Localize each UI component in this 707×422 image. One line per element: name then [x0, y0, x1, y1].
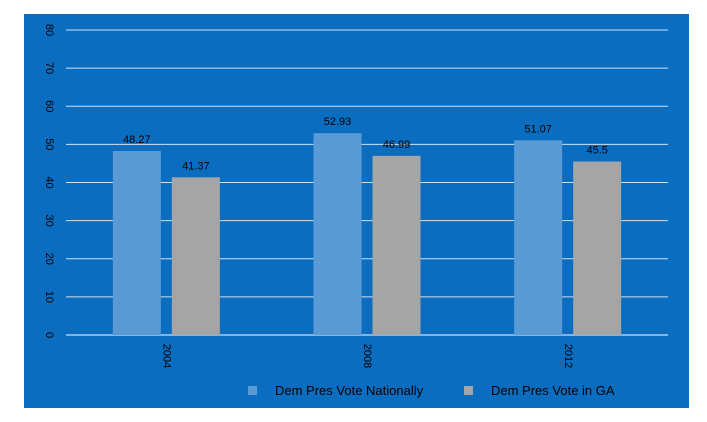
x-category-label-2012: 2012: [562, 344, 574, 368]
chart-panel: 0 10 20 30 40 50 60 70 80 48.27 41.37 2004 52.93 46.9…: [24, 14, 689, 408]
y-tick-label-70: 70: [43, 62, 55, 74]
bar-chart: 0 10 20 30 40 50 60 70 80 48.27 41.37 2004 52.93 46.9…: [43, 24, 668, 398]
x-category-label-2004: 2004: [160, 344, 172, 368]
legend-label-2: Dem Pres Vote in GA: [491, 383, 615, 398]
y-tick-label-20: 20: [43, 253, 55, 265]
y-tick-label-50: 50: [43, 138, 55, 150]
y-tick-label-30: 30: [43, 215, 55, 227]
data-label-2004-series-2: 41.37: [182, 160, 210, 172]
bar-2008-series-2: [372, 155, 421, 335]
data-label-2008-series-1: 52.93: [324, 116, 352, 128]
x-category-label-2008: 2008: [361, 344, 373, 368]
y-tick-label-10: 10: [43, 291, 55, 303]
data-label-2012-series-1: 51.07: [524, 123, 552, 135]
data-label-2004-series-1: 48.27: [123, 134, 151, 146]
y-tick-label-40: 40: [43, 176, 55, 188]
legend-swatch-1: [248, 386, 257, 395]
y-tick-label-80: 80: [43, 24, 55, 36]
legend-label-1: Dem Pres Vote Nationally: [275, 383, 424, 398]
bar-2008-series-1: [313, 133, 362, 335]
data-label-2012-series-2: 45.5: [586, 145, 607, 157]
bar-2004-series-2: [171, 177, 220, 335]
bar-2012-series-2: [573, 161, 622, 335]
bar-2004-series-1: [112, 150, 161, 335]
legend-swatch-2: [464, 386, 473, 395]
y-tick-label-0: 0: [43, 332, 55, 338]
bar-2012-series-1: [514, 140, 563, 335]
data-label-2008-series-2: 46.99: [383, 139, 411, 151]
y-tick-label-60: 60: [43, 100, 55, 112]
